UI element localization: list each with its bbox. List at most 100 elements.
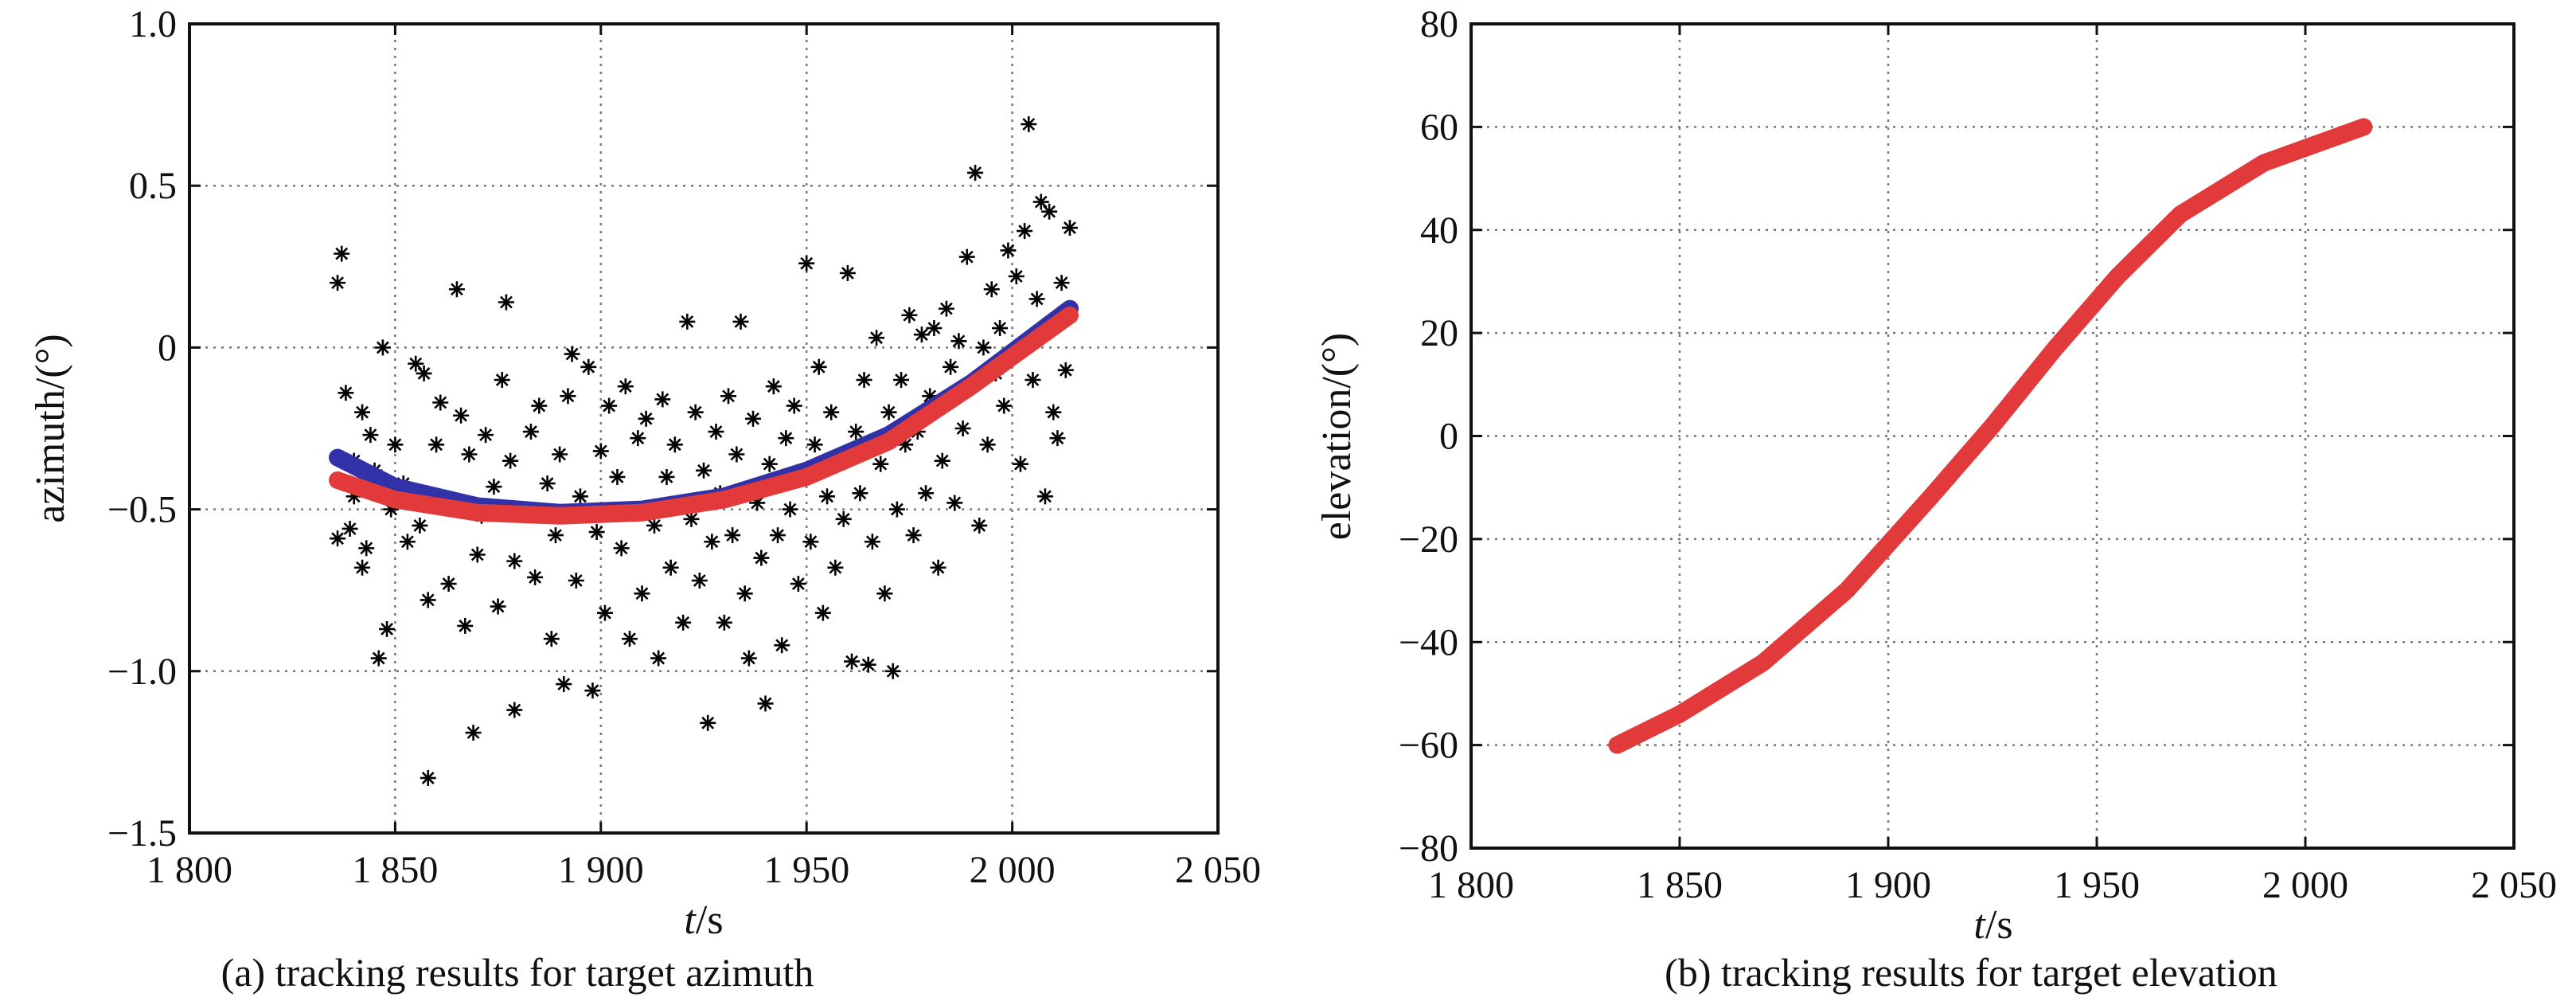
data-point (478, 427, 494, 444)
data-point (506, 702, 523, 718)
y-tick-label: 0.5 (129, 165, 177, 207)
data-point (839, 264, 856, 281)
data-point (412, 517, 428, 534)
data-point (330, 530, 346, 547)
data-point (342, 520, 358, 537)
data-point (774, 637, 790, 654)
data-point (893, 372, 910, 389)
data-point (490, 598, 506, 615)
data-point (975, 339, 992, 356)
data-point (901, 307, 918, 323)
x-axis-label-a: t/s (684, 897, 723, 943)
y-tick-label: −20 (1399, 518, 1458, 561)
data-point (918, 485, 935, 502)
data-point (835, 510, 852, 527)
data-point (1017, 223, 1033, 240)
x-tick-label: 2 050 (1175, 849, 1261, 891)
x-tick-label: 2 000 (970, 849, 1056, 891)
data-point (498, 294, 514, 311)
data-point (679, 313, 696, 330)
x-tick-label: 1 900 (558, 849, 644, 891)
data-point (568, 573, 584, 589)
ticks-a (188, 22, 1220, 835)
data-point (716, 614, 732, 631)
scatter-markers-a (330, 115, 1078, 786)
data-point (1028, 291, 1045, 307)
y-tick-label: −1.0 (107, 651, 177, 693)
data-point (531, 397, 548, 414)
y-tick-label: 20 (1420, 312, 1458, 354)
data-point (868, 330, 885, 346)
y-axis-label-b: elevation/(°) (1314, 333, 1360, 540)
data-point (761, 456, 778, 472)
x-tick-label: 2 000 (2262, 864, 2348, 906)
y-tick-label: 1.0 (129, 3, 177, 45)
data-point (658, 468, 675, 485)
x-tick-label: 1 800 (1428, 864, 1514, 906)
data-point (588, 524, 605, 541)
series-line (329, 306, 1079, 525)
data-point (354, 559, 371, 576)
data-point (552, 446, 568, 463)
data-point (736, 585, 753, 602)
y-tick-label: −80 (1399, 827, 1458, 870)
x-tick-label: 1 800 (146, 849, 232, 891)
data-point (852, 485, 868, 502)
ytick-labels-b: −80 −60 −40 −20 0 20 40 60 80 (1399, 3, 1458, 870)
data-point (996, 397, 1013, 414)
y-tick-label: 0 (1439, 416, 1458, 458)
data-point (1036, 488, 1053, 505)
data-point (592, 443, 609, 459)
data-point (810, 358, 827, 375)
x-tick-label: 2 050 (2471, 864, 2557, 906)
y-tick-label: 60 (1420, 106, 1458, 148)
data-point (687, 404, 704, 420)
data-point (696, 462, 712, 479)
data-point (943, 358, 959, 375)
data-point (634, 585, 650, 602)
data-point (408, 355, 424, 372)
data-point (354, 404, 371, 420)
fit-lines-a (329, 299, 1079, 525)
series-line (1608, 118, 2373, 754)
data-point (416, 365, 432, 381)
ytick-labels-a: −1.5 −1.0 −0.5 0 0.5 1.0 (107, 3, 177, 854)
data-point (379, 620, 396, 637)
data-point (596, 604, 613, 621)
data-point (913, 327, 930, 343)
data-point (666, 436, 683, 453)
data-point (757, 695, 774, 712)
data-point (691, 573, 708, 589)
data-point (782, 501, 798, 518)
data-point (1049, 430, 1066, 447)
data-point (646, 517, 662, 534)
data-point (613, 540, 630, 557)
data-point (609, 468, 626, 485)
data-point (844, 653, 861, 670)
xtick-labels-b: 1 800 1 850 1 900 1 950 2 000 2 050 (1428, 864, 2557, 906)
data-point (1057, 362, 1074, 378)
data-point (650, 650, 667, 667)
data-point (486, 479, 502, 495)
data-point (675, 614, 692, 631)
data-point (790, 576, 806, 592)
data-point (1021, 115, 1037, 132)
y-tick-label: −60 (1399, 725, 1458, 767)
data-point (506, 553, 523, 569)
data-point (527, 569, 544, 585)
data-point (732, 313, 749, 330)
xtick-labels-a: 1 800 1 850 1 900 1 950 2 000 2 050 (146, 849, 1261, 891)
data-point (778, 430, 794, 447)
data-point (330, 275, 346, 291)
data-point (745, 410, 762, 427)
data-point (819, 488, 836, 505)
data-point (457, 617, 474, 634)
data-point (950, 333, 967, 350)
x-axis-label-b: t/s (1973, 902, 2012, 948)
data-point (572, 488, 588, 505)
data-point (983, 281, 1000, 298)
data-point (1061, 220, 1078, 237)
data-point (740, 650, 757, 667)
data-point (876, 585, 893, 602)
data-point (704, 534, 720, 550)
